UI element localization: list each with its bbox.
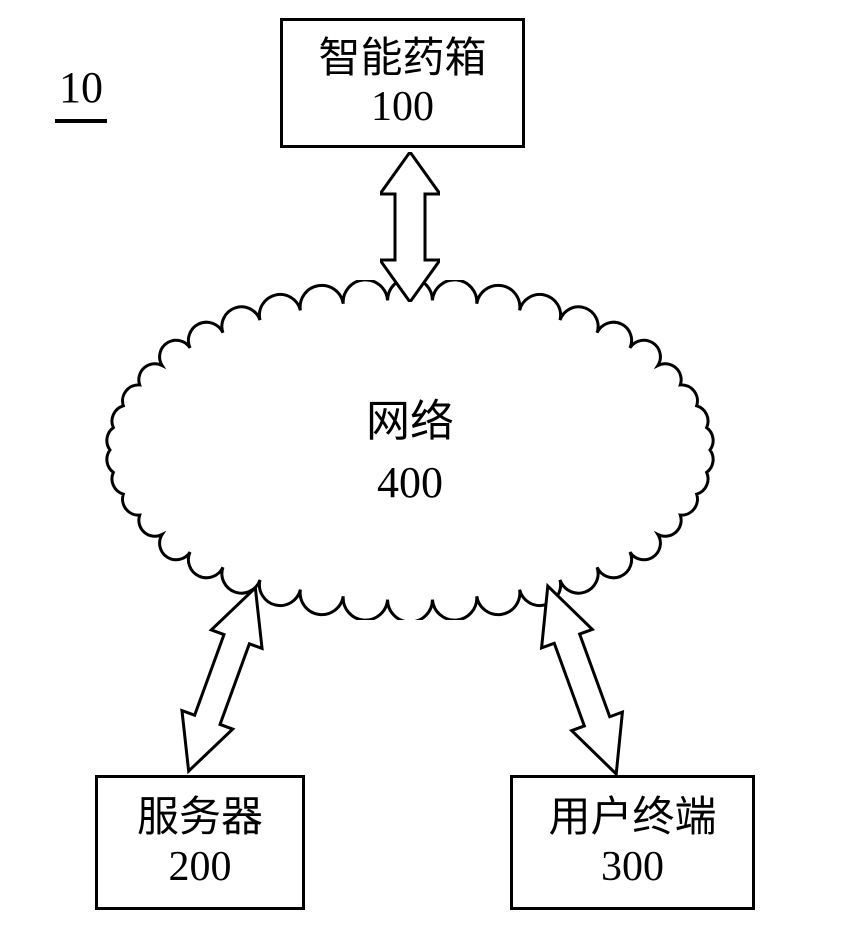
arrow-top [380, 152, 440, 302]
node-label: 服务器 [137, 794, 263, 842]
node-number: 400 [260, 457, 560, 508]
node-smart-medicine-box: 智能药箱 100 [280, 18, 525, 148]
node-label: 智能药箱 [318, 35, 486, 83]
node-number: 100 [371, 83, 434, 131]
node-number: 200 [169, 843, 232, 891]
diagram-canvas: 10 智能药箱 100 网络 400 服务器 200 用户终端 300 [0, 0, 846, 928]
node-number: 300 [601, 843, 664, 891]
node-user-terminal: 用户终端 300 [510, 775, 755, 910]
figure-label: 10 [55, 60, 107, 123]
arrow-left [165, 565, 305, 795]
arrow-right [510, 560, 660, 795]
node-network-text: 网络 400 [260, 385, 560, 508]
node-server: 服务器 200 [95, 775, 305, 910]
node-label: 网络 [260, 385, 560, 449]
node-label: 用户终端 [548, 794, 716, 842]
